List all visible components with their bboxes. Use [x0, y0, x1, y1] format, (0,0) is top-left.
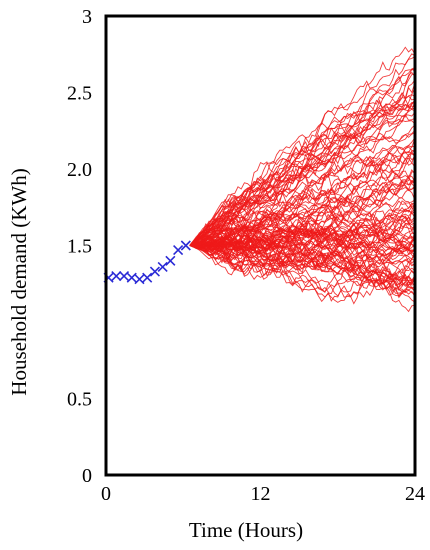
forecast-path	[189, 238, 415, 305]
observed-marker	[118, 271, 130, 282]
y-axis-label: Household demand (KWh)	[7, 168, 31, 395]
observed-marker	[111, 271, 122, 282]
plot-frame	[104, 14, 417, 477]
observed-marker	[126, 272, 137, 283]
x-tick-labels: 0 12 24	[101, 483, 425, 505]
forecast-path	[189, 227, 415, 257]
x-tick-label: 24	[405, 483, 425, 505]
y-tick-labels: 0 0.5 1.5 2.0 2.5 3	[67, 6, 92, 487]
y-tick-label: 2.0	[67, 159, 92, 181]
forecast-path	[189, 206, 415, 251]
forecast-ensemble	[189, 46, 415, 313]
forecast-path	[189, 235, 415, 262]
forecast-path	[189, 225, 415, 252]
y-tick-label: 0	[82, 465, 92, 487]
forecast-path	[189, 243, 415, 284]
forecast-path	[189, 67, 415, 246]
forecast-path	[189, 234, 415, 298]
forecast-path	[189, 237, 415, 269]
y-tick-label: 2.5	[67, 83, 92, 105]
y-tick-label: 3	[82, 6, 92, 28]
forecast-path	[189, 204, 415, 246]
observed-marker	[165, 255, 176, 266]
x-tick-label: 0	[101, 483, 111, 505]
forecast-path	[189, 102, 415, 246]
y-tick-label: 0.5	[67, 389, 92, 411]
observed-marker	[142, 272, 153, 283]
forecast-path	[189, 242, 415, 303]
forecast-path	[189, 245, 415, 303]
y-tick-label: 1.5	[67, 236, 92, 258]
x-axis-label: Time (Hours)	[189, 518, 303, 542]
x-tick-label: 12	[251, 483, 271, 505]
forecast-path	[189, 149, 415, 246]
forecast-path	[189, 53, 415, 246]
forecast-path	[189, 145, 415, 246]
forecast-path	[189, 71, 415, 246]
forecast-path	[189, 153, 415, 246]
observed-marker	[157, 261, 168, 272]
observed-marker	[134, 274, 145, 285]
forecast-path	[189, 216, 415, 258]
observed-marker	[180, 240, 191, 251]
forecast-path	[189, 182, 415, 248]
forecast-path	[189, 46, 415, 246]
observed-marker	[149, 266, 160, 277]
forecast-path	[189, 105, 415, 246]
observed-marker	[173, 245, 184, 256]
forecast-path	[189, 190, 415, 252]
observed-series	[103, 240, 191, 285]
